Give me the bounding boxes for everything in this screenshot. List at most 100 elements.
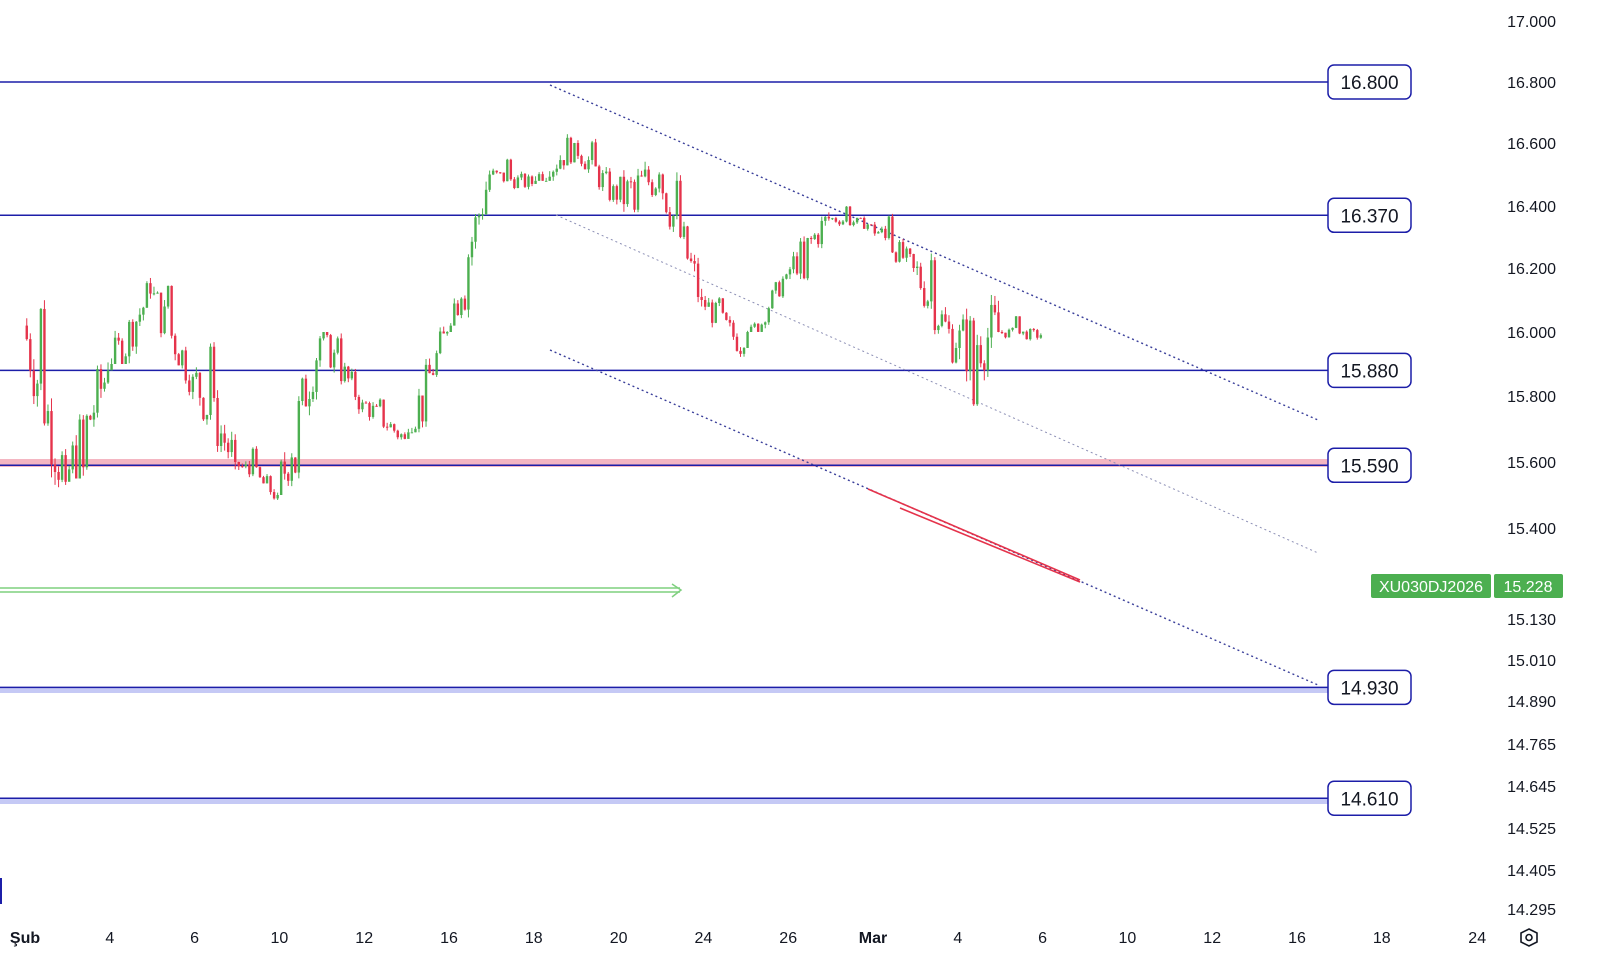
candle-body (901, 242, 905, 258)
candle-body (357, 396, 361, 410)
candle-body (983, 363, 986, 371)
x-tick-label: 6 (1038, 930, 1047, 947)
candle-body (852, 222, 855, 226)
red-wedge-pattern (867, 488, 1081, 583)
candle-body (877, 232, 880, 234)
candle-body (481, 214, 484, 216)
horizontal-levels (0, 81, 1330, 799)
y-tick-label: 16.000 (1507, 325, 1556, 342)
candle-body (484, 189, 488, 215)
candle-body (449, 325, 452, 332)
x-tick-label: 26 (779, 930, 797, 947)
y-tick-label: 17.000 (1507, 14, 1556, 31)
candle-body (552, 171, 555, 177)
candle-body (718, 298, 721, 303)
candle-body (378, 399, 382, 407)
candle-body (173, 335, 177, 355)
candle-body (919, 266, 922, 289)
candle-body (537, 174, 541, 181)
candle-body (569, 137, 573, 163)
candle-body (442, 331, 445, 334)
candle-body (385, 426, 389, 428)
x-tick-label: 20 (610, 930, 628, 947)
candle-body (926, 301, 929, 306)
y-tick-label: 16.800 (1507, 75, 1556, 92)
candle-body (403, 434, 407, 439)
candle-body (887, 216, 891, 238)
candle-body (382, 399, 385, 427)
candle-body (315, 360, 318, 392)
candle-body (99, 369, 103, 389)
y-tick-label: 14.765 (1507, 737, 1556, 754)
candle-body (389, 424, 392, 428)
candle-body (527, 176, 530, 187)
candle-body (1004, 332, 1007, 338)
candle-body (43, 308, 46, 424)
candle-body (534, 180, 537, 184)
resistance-zone-pink (0, 459, 1330, 467)
candle-body (566, 137, 569, 166)
candle-body (502, 172, 505, 182)
level-label-box (1327, 780, 1412, 816)
candle-body (1025, 331, 1028, 340)
candle-body (976, 345, 979, 405)
candle-body (530, 176, 534, 184)
candle-body (92, 412, 96, 420)
candle-body (923, 288, 926, 306)
candle-body (103, 382, 106, 389)
candle-body (817, 234, 820, 245)
price-axis[interactable]: 17.000 16.800 16.600 16.400 16.200 16.000 15.8… (1507, 14, 1556, 919)
support-zone-blue-1 (0, 687, 1330, 693)
candle-body (576, 143, 580, 156)
candle-body (626, 181, 629, 205)
candle-body (60, 455, 64, 480)
candle-body (799, 241, 802, 274)
candle-body (947, 321, 951, 329)
y-tick-label: 14.890 (1507, 694, 1556, 711)
candle-body (650, 182, 654, 195)
last-price-bg (1494, 574, 1563, 598)
candle-body (979, 345, 982, 364)
candle-body (862, 217, 866, 229)
candle-body (304, 378, 308, 407)
candle-body (679, 180, 682, 237)
level-label: 15.590 (1340, 456, 1398, 477)
candle-body (597, 166, 601, 188)
candle-body (1029, 329, 1032, 340)
candle-body (234, 439, 237, 462)
candle-body (721, 298, 725, 313)
candle-body (145, 283, 149, 308)
candle-body (594, 142, 597, 167)
candle-body (1036, 330, 1039, 338)
candle-body (371, 405, 375, 417)
level-label-box (1327, 64, 1412, 100)
candle-body (301, 378, 304, 402)
level-label: 16.370 (1340, 206, 1398, 227)
candle-body (714, 302, 717, 323)
candle-body (262, 477, 265, 484)
time-axis[interactable]: Şub 4 6 10 12 16 18 20 24 26 Mar 4 6 10 12 16 18 24 (10, 930, 1486, 947)
candle-body (668, 212, 672, 227)
candle-body (908, 248, 912, 255)
x-tick-label: 12 (1203, 930, 1221, 947)
candle-body (89, 415, 92, 420)
candle-body (845, 206, 848, 222)
candle-body (117, 337, 120, 341)
candle-body (636, 175, 640, 210)
candle-body (824, 216, 827, 221)
candle-body (894, 252, 898, 262)
candle-body (696, 263, 700, 297)
candle-body (343, 366, 346, 382)
gear-icon[interactable] (1520, 928, 1538, 947)
candle-body (622, 176, 626, 205)
candle-body (880, 228, 884, 233)
candle-body (590, 142, 594, 161)
candle-body (643, 169, 647, 177)
candle-body (891, 216, 894, 253)
candle-body (912, 254, 915, 268)
candle-body (866, 224, 869, 229)
candle-body (251, 448, 255, 475)
candle-body (993, 304, 997, 313)
candle-body (82, 419, 85, 468)
